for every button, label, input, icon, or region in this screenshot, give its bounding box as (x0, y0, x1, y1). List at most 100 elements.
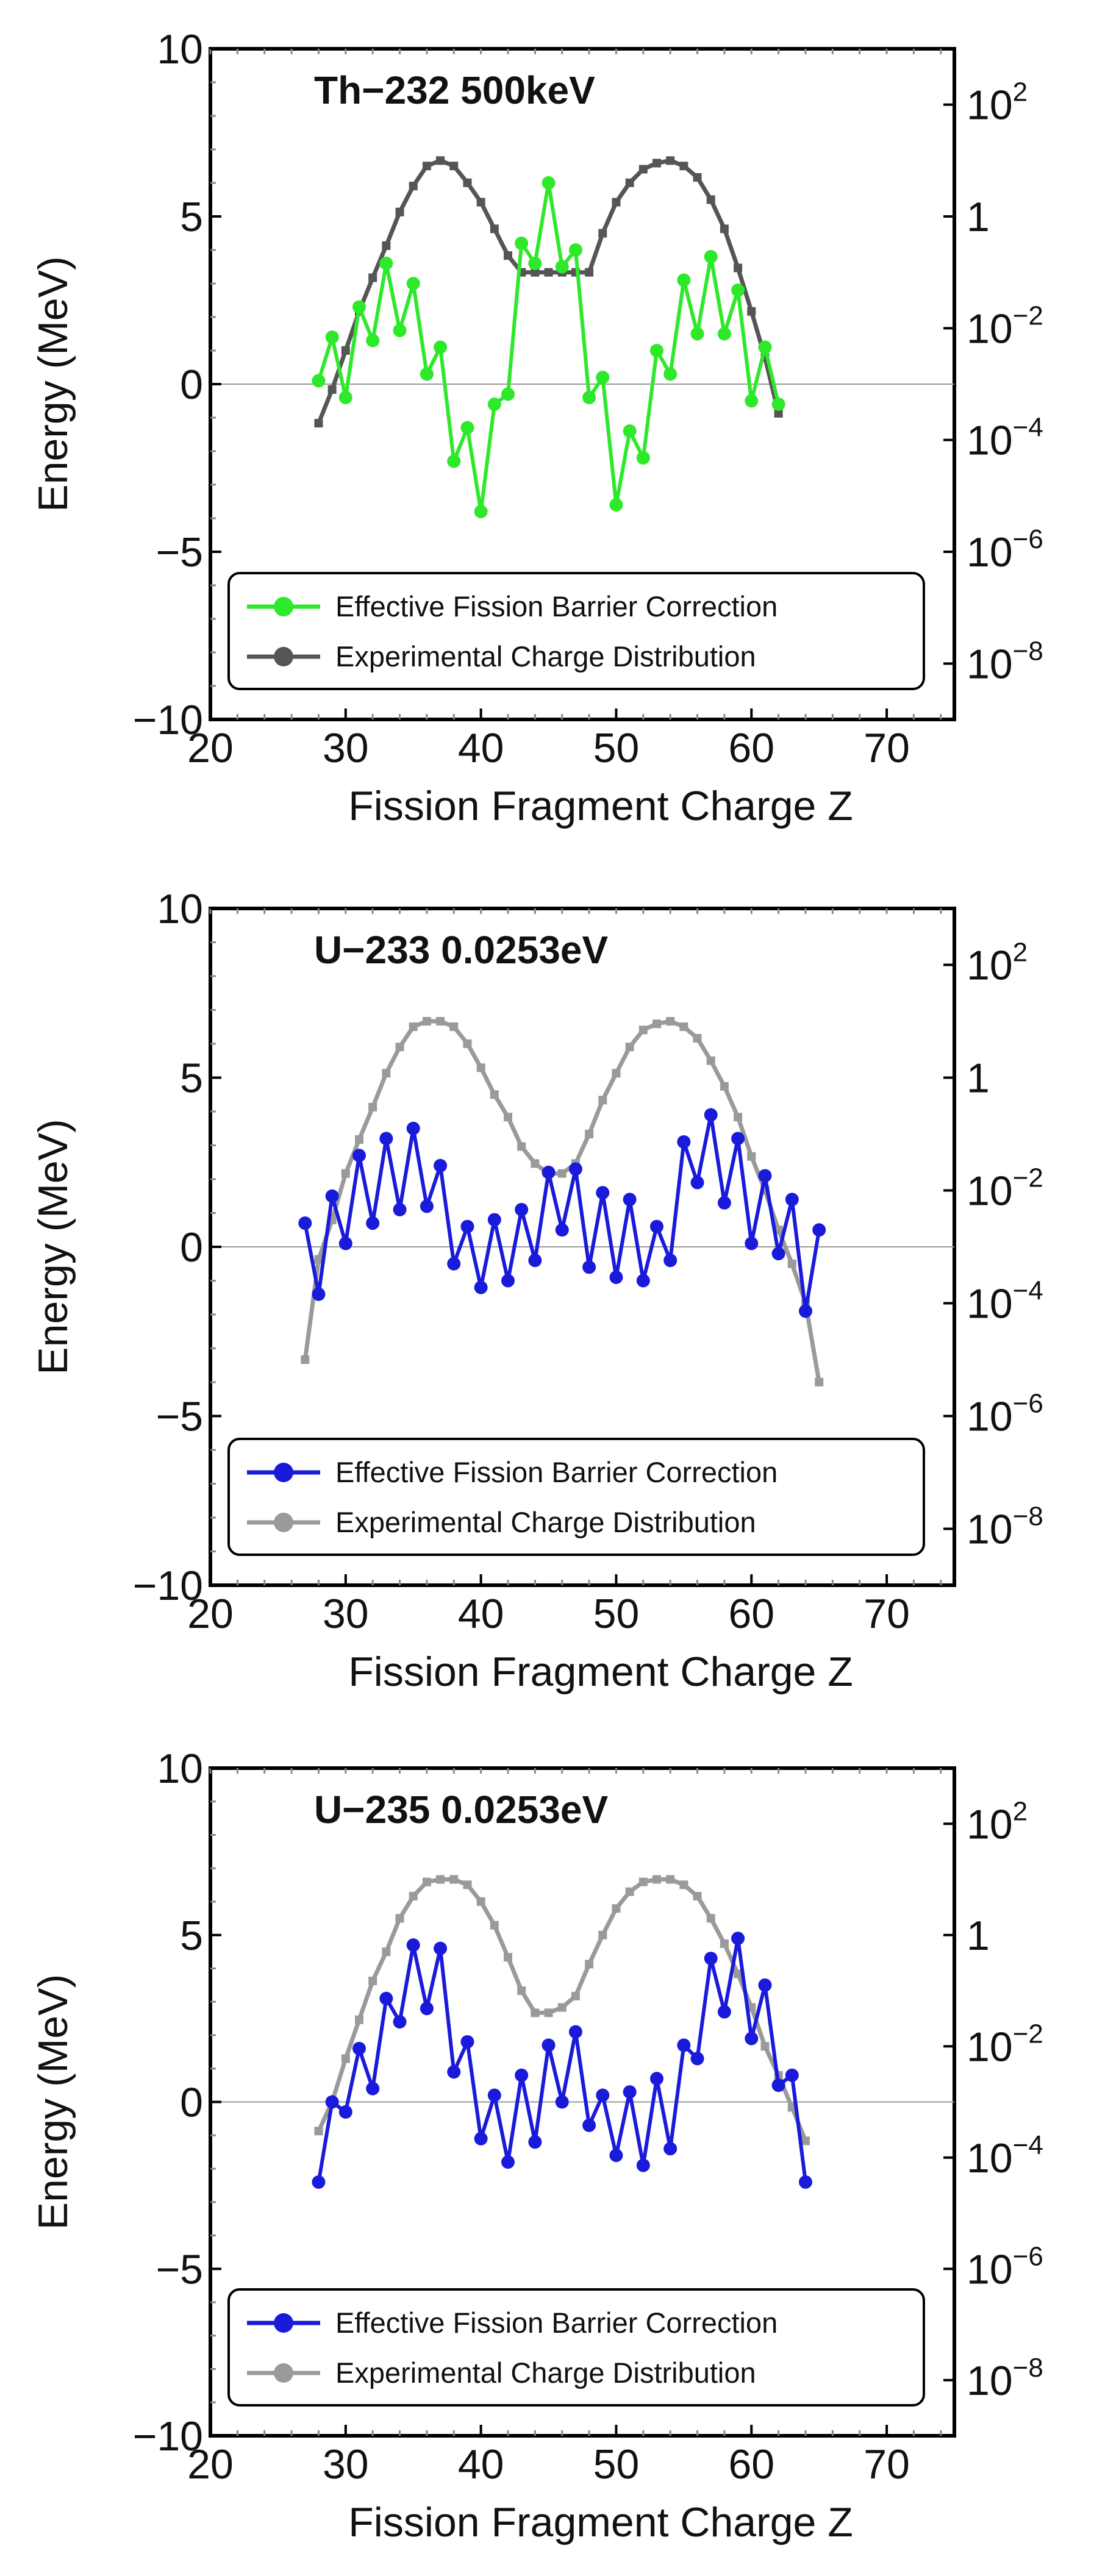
data-point (623, 2085, 637, 2099)
data-point (460, 1219, 474, 1233)
y2-tick-base: 10 (967, 305, 1013, 352)
data-point (422, 1017, 431, 1026)
data-point (785, 2068, 799, 2082)
legend-box (227, 2288, 925, 2407)
y-axis-title: Energy (MeV) (30, 1974, 76, 2230)
y-tick-label: −10 (133, 2413, 203, 2460)
data-point (787, 1259, 796, 1268)
data-point (652, 1019, 661, 1029)
data-point (312, 2175, 326, 2189)
y-tick-label: 5 (180, 1055, 203, 1102)
y2-tick-label: 10−2 (967, 2019, 1043, 2070)
series-effective-fission-barrier-correction (312, 1932, 812, 2189)
data-point (690, 2052, 704, 2066)
data-point (771, 1247, 785, 1261)
y2-tick-exponent: −4 (1013, 2130, 1043, 2160)
data-point (463, 1880, 472, 1889)
data-point (460, 421, 474, 435)
legend-swatch-marker (274, 2313, 293, 2333)
x-axis-title: Fission Fragment Charge Z (348, 2499, 853, 2546)
y-tick-label: 5 (180, 194, 203, 240)
y2-tick-base: 10 (967, 1507, 1013, 1553)
y2-tick-label: 10−6 (967, 524, 1043, 576)
y2-tick-base: 1 (967, 1913, 990, 1959)
y2-tick-exponent: −8 (1013, 2353, 1043, 2383)
y2-tick-label: 10−6 (967, 2241, 1043, 2292)
y2-tick-base: 10 (967, 943, 1013, 989)
data-point (544, 268, 553, 277)
data-point (436, 156, 445, 165)
x-tick-label: 30 (323, 2441, 369, 2488)
y2-tick-base: 10 (967, 418, 1013, 464)
y-tick-label: 10 (157, 1746, 203, 1792)
y2-tick-label: 10−6 (967, 1389, 1043, 1440)
data-point (731, 1132, 745, 1146)
data-point (422, 162, 431, 171)
data-point (406, 277, 420, 290)
data-point (568, 2025, 582, 2039)
y2-tick-label: 102 (967, 938, 1028, 989)
legend: Effective Fission Barrier Correction Expe… (227, 2288, 925, 2407)
y2-tick-exponent: 2 (1013, 1796, 1028, 1826)
data-point (314, 419, 323, 428)
data-point (690, 327, 704, 341)
data-point (504, 251, 512, 260)
data-point (382, 241, 391, 250)
data-point (585, 1130, 594, 1138)
chart-panel-1: 20 30 40 50 60 70−10−50510102110−210−410−610−… (30, 26, 1043, 829)
data-point (531, 2008, 540, 2018)
data-point (663, 2142, 677, 2156)
data-point (393, 2015, 407, 2029)
data-point (338, 2105, 352, 2119)
y-tick-label: 0 (180, 2080, 203, 2126)
data-point (582, 391, 596, 404)
y-tick-label: 5 (180, 1913, 203, 1959)
legend-swatch-marker (274, 1513, 293, 1532)
x-tick-label: 20 (187, 1591, 234, 1637)
y-tick-label: −5 (156, 529, 203, 576)
y2-tick-base: 10 (967, 1801, 1013, 1847)
data-point (693, 1891, 702, 1900)
y-tick-label: −10 (133, 697, 203, 743)
data-point (720, 1082, 729, 1091)
data-point (298, 1216, 312, 1230)
panel-title: U−235 0.0253eV (314, 1788, 609, 1832)
data-point (325, 2095, 339, 2109)
data-point (704, 1108, 718, 1122)
y2-tick-base: 10 (967, 641, 1013, 687)
data-point (636, 451, 650, 465)
x-tick-label: 60 (728, 1591, 774, 1637)
y2-tick-label: 10−8 (967, 636, 1043, 687)
data-point (447, 2065, 461, 2079)
data-point (327, 385, 337, 394)
legend: Effective Fission Barrier Correction Expe… (227, 572, 925, 690)
data-point (379, 1132, 393, 1146)
data-point (368, 273, 377, 282)
x-axis-title: Fission Fragment Charge Z (348, 1649, 853, 1695)
data-point (650, 2072, 663, 2086)
data-point (693, 1033, 702, 1043)
data-point (463, 178, 472, 187)
data-point (338, 391, 352, 404)
data-point (652, 159, 661, 168)
data-point (758, 1978, 772, 1992)
data-point (745, 394, 759, 408)
data-point (582, 2118, 596, 2132)
y2-tick-exponent: −6 (1013, 1389, 1043, 1419)
data-point (717, 327, 731, 341)
x-tick-label: 20 (187, 2441, 234, 2488)
data-point (341, 346, 350, 355)
data-point (799, 2175, 812, 2189)
x-tick-label: 70 (863, 725, 910, 771)
data-point (449, 1875, 459, 1884)
data-point (393, 324, 407, 337)
y2-tick-exponent: −2 (1013, 1163, 1043, 1193)
data-point (731, 1932, 745, 1946)
data-point (544, 2008, 553, 2018)
data-point (585, 268, 594, 277)
data-point (815, 1377, 824, 1386)
data-point (625, 1043, 634, 1052)
y-tick-label: 10 (157, 26, 203, 73)
data-point (666, 1875, 675, 1884)
data-point (517, 1986, 526, 1995)
